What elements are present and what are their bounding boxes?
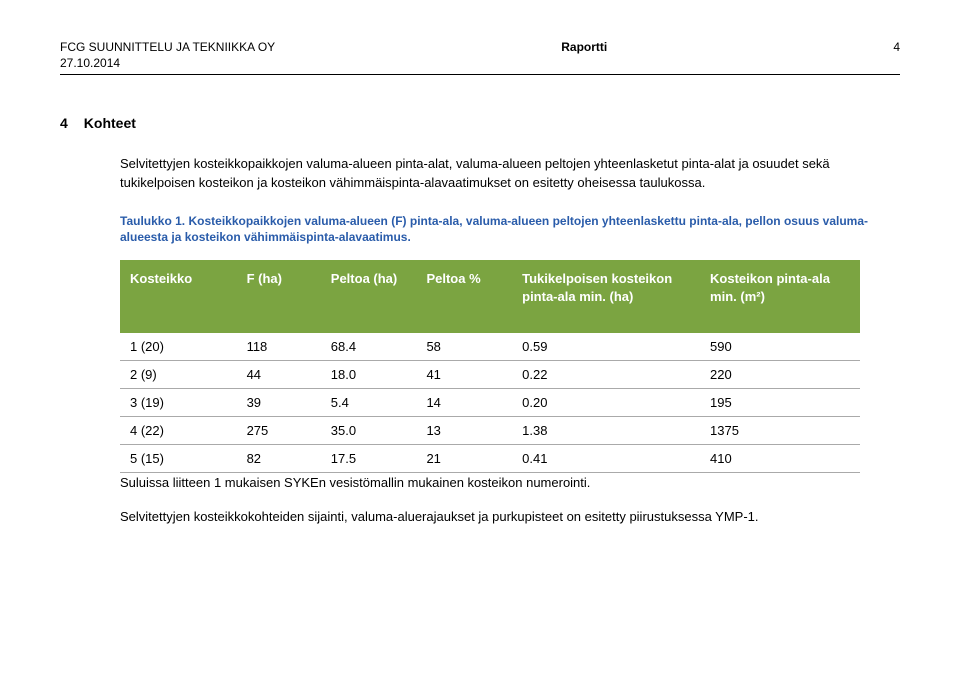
col-header: Peltoa % — [416, 260, 512, 333]
table-row: 3 (19) 39 5.4 14 0.20 195 — [120, 389, 860, 417]
col-header: F (ha) — [237, 260, 321, 333]
cell: 0.22 — [512, 361, 700, 389]
header-divider — [60, 74, 900, 75]
cell: 3 (19) — [120, 389, 237, 417]
cell: 17.5 — [321, 445, 417, 473]
header-date: 27.10.2014 — [60, 56, 900, 70]
cell: 1.38 — [512, 417, 700, 445]
table-header-row: Kosteikko F (ha) Peltoa (ha) Peltoa % Tu… — [120, 260, 860, 333]
table-footnote: Suluissa liitteen 1 mukaisen SYKEn vesis… — [120, 475, 900, 490]
table-row: 4 (22) 275 35.0 13 1.38 1375 — [120, 417, 860, 445]
cell: 1375 — [700, 417, 860, 445]
header-doctype: Raportti — [561, 40, 607, 54]
cell: 35.0 — [321, 417, 417, 445]
data-table: Kosteikko F (ha) Peltoa (ha) Peltoa % Tu… — [120, 260, 860, 473]
cell: 220 — [700, 361, 860, 389]
cell: 58 — [416, 333, 512, 361]
cell: 195 — [700, 389, 860, 417]
col-header: Peltoa (ha) — [321, 260, 417, 333]
cell: 2 (9) — [120, 361, 237, 389]
cell: 5 (15) — [120, 445, 237, 473]
cell: 0.20 — [512, 389, 700, 417]
page-header: FCG SUUNNITTELU JA TEKNIIKKA OY Raportti… — [60, 40, 900, 54]
cell: 39 — [237, 389, 321, 417]
cell: 0.41 — [512, 445, 700, 473]
section-intro: Selvitettyjen kosteikkopaikkojen valuma-… — [120, 155, 900, 193]
section-heading: 4 Kohteet — [60, 115, 900, 131]
cell: 410 — [700, 445, 860, 473]
header-pagenum: 4 — [893, 40, 900, 54]
table-row: 1 (20) 118 68.4 58 0.59 590 — [120, 333, 860, 361]
header-company: FCG SUUNNITTELU JA TEKNIIKKA OY — [60, 40, 275, 54]
cell: 14 — [416, 389, 512, 417]
table-caption-label: Taulukko 1. — [120, 214, 185, 228]
table-head: Kosteikko F (ha) Peltoa (ha) Peltoa % Tu… — [120, 260, 860, 333]
closing-text: Selvitettyjen kosteikkokohteiden sijaint… — [120, 508, 900, 527]
cell: 275 — [237, 417, 321, 445]
col-header: Tukikelpoisen kosteikon pinta-ala min. (… — [512, 260, 700, 333]
col-header: Kosteikko — [120, 260, 237, 333]
table-caption-text: Kosteikkopaikkojen valuma-alueen (F) pin… — [120, 214, 868, 245]
table-caption: Taulukko 1. Kosteikkopaikkojen valuma-al… — [120, 213, 900, 247]
cell: 44 — [237, 361, 321, 389]
col-header: Kosteikon pinta-ala min. (m²) — [700, 260, 860, 333]
cell: 4 (22) — [120, 417, 237, 445]
cell: 18.0 — [321, 361, 417, 389]
cell: 118 — [237, 333, 321, 361]
cell: 68.4 — [321, 333, 417, 361]
cell: 41 — [416, 361, 512, 389]
section-title-text: Kohteet — [84, 115, 136, 131]
cell: 1 (20) — [120, 333, 237, 361]
cell: 590 — [700, 333, 860, 361]
cell: 21 — [416, 445, 512, 473]
cell: 0.59 — [512, 333, 700, 361]
cell: 5.4 — [321, 389, 417, 417]
cell: 82 — [237, 445, 321, 473]
table-body: 1 (20) 118 68.4 58 0.59 590 2 (9) 44 18.… — [120, 333, 860, 473]
cell: 13 — [416, 417, 512, 445]
table-row: 2 (9) 44 18.0 41 0.22 220 — [120, 361, 860, 389]
table-row: 5 (15) 82 17.5 21 0.41 410 — [120, 445, 860, 473]
section-number: 4 — [60, 115, 68, 131]
